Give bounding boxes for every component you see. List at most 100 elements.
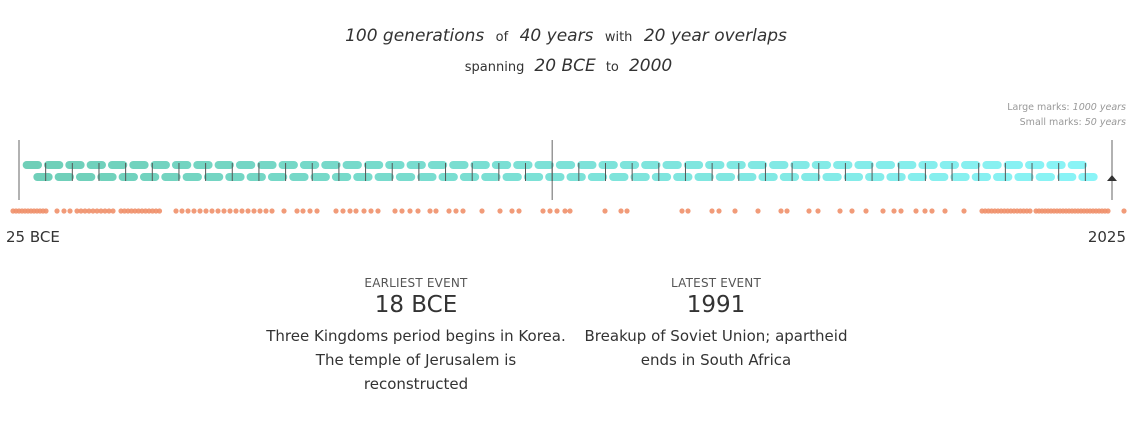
spanning-word: spanning bbox=[464, 60, 525, 75]
event-dot bbox=[263, 208, 269, 214]
generation-bar bbox=[310, 173, 330, 181]
event-dot bbox=[94, 208, 100, 214]
generation-bar bbox=[182, 173, 202, 181]
generation-bar bbox=[363, 161, 384, 169]
event-dot bbox=[78, 208, 84, 214]
event-dot bbox=[942, 208, 948, 214]
generation-length: 40 years bbox=[519, 26, 594, 46]
event-dot bbox=[353, 208, 359, 214]
event-dot bbox=[251, 208, 257, 214]
event-dot bbox=[300, 208, 306, 214]
generation-bar bbox=[502, 173, 522, 181]
event-dot bbox=[460, 208, 466, 214]
earliest-event-caption: EARLIEST EVENT bbox=[364, 276, 468, 290]
generation-bar bbox=[235, 161, 256, 169]
event-dot bbox=[102, 208, 108, 214]
event-dot bbox=[257, 208, 263, 214]
event-dot bbox=[269, 208, 275, 214]
earliest-event-year: 18 BCE bbox=[374, 292, 458, 318]
event-dot bbox=[863, 208, 869, 214]
generation-bar bbox=[97, 173, 117, 181]
event-dot bbox=[567, 208, 573, 214]
large-marks-value: 1000 years bbox=[1072, 102, 1126, 113]
with-word: with bbox=[604, 30, 633, 45]
generation-bar bbox=[374, 173, 394, 181]
timeline-end-label: 2025 bbox=[1087, 228, 1126, 246]
event-dot bbox=[98, 208, 104, 214]
event-dot bbox=[1027, 208, 1033, 214]
event-dot bbox=[497, 208, 503, 214]
event-dot bbox=[929, 208, 935, 214]
generation-bar bbox=[598, 161, 618, 169]
event-dot bbox=[679, 208, 685, 214]
generation-bar bbox=[481, 173, 501, 181]
earliest-event-description: Three Kingdoms period begins in Korea. T… bbox=[266, 327, 566, 393]
event-dot bbox=[453, 208, 459, 214]
generation-bar bbox=[1035, 173, 1056, 181]
event-dot bbox=[197, 208, 203, 214]
generation-bar bbox=[971, 173, 992, 181]
generation-bar bbox=[833, 161, 853, 169]
event-dot bbox=[602, 208, 608, 214]
generation-bar bbox=[353, 173, 373, 181]
event-dot bbox=[891, 208, 897, 214]
event-dot bbox=[1121, 208, 1127, 214]
latest-event-description: Breakup of Soviet Union; apartheid ends … bbox=[584, 327, 848, 369]
event-dot bbox=[837, 208, 843, 214]
event-dot bbox=[399, 208, 405, 214]
event-dot bbox=[239, 208, 245, 214]
generation-bar bbox=[939, 161, 960, 169]
latest-event: LATEST EVENT 1991 Breakup of Soviet Unio… bbox=[566, 276, 866, 372]
generation-bar bbox=[225, 173, 245, 181]
event-dot bbox=[618, 208, 624, 214]
generation-bar bbox=[865, 173, 885, 181]
event-dot bbox=[347, 208, 353, 214]
event-dot bbox=[110, 208, 116, 214]
generation-bar bbox=[406, 161, 426, 169]
event-dot bbox=[427, 208, 433, 214]
timeline[interactable] bbox=[0, 0, 1132, 230]
generation-bar bbox=[769, 161, 789, 169]
generation-bar bbox=[854, 161, 874, 169]
generation-bar bbox=[982, 161, 1002, 169]
generation-bar bbox=[33, 173, 53, 181]
event-dot bbox=[54, 208, 60, 214]
generation-bar bbox=[950, 173, 970, 181]
generation-bar bbox=[43, 161, 64, 169]
generation-bar bbox=[107, 161, 128, 169]
generation-bar bbox=[214, 161, 234, 169]
generation-bar bbox=[171, 161, 192, 169]
event-dot bbox=[784, 208, 790, 214]
event-dot bbox=[961, 208, 967, 214]
generation-bar bbox=[395, 173, 416, 181]
generation-bar bbox=[822, 173, 842, 181]
event-dot bbox=[233, 208, 239, 214]
generation-bar bbox=[491, 161, 512, 169]
generation-bar bbox=[641, 161, 661, 169]
generation-bar bbox=[1067, 161, 1088, 169]
event-dot bbox=[209, 208, 215, 214]
event-dot bbox=[709, 208, 715, 214]
generation-bar bbox=[1025, 161, 1045, 169]
generation-bar bbox=[662, 161, 682, 169]
event-dot bbox=[333, 208, 339, 214]
overlap-length: 20 year overlaps bbox=[643, 26, 787, 46]
small-marks-value: 50 years bbox=[1084, 117, 1126, 128]
event-dot bbox=[624, 208, 630, 214]
generation-bar bbox=[587, 173, 608, 181]
small-marks-label: Small marks: bbox=[1019, 117, 1082, 128]
event-dot bbox=[407, 208, 413, 214]
marks-legend: Large marks: 1000 years Small marks: 50 … bbox=[1007, 100, 1126, 130]
event-dot bbox=[74, 208, 80, 214]
of-word: of bbox=[495, 30, 509, 45]
event-dot bbox=[227, 208, 233, 214]
event-dot bbox=[307, 208, 313, 214]
event-dot bbox=[221, 208, 227, 214]
event-dot bbox=[849, 208, 855, 214]
generation-bar bbox=[193, 161, 213, 169]
generation-bar bbox=[385, 161, 405, 169]
generation-bar bbox=[801, 173, 821, 181]
event-dot bbox=[806, 208, 812, 214]
event-dot bbox=[433, 208, 439, 214]
generation-bar bbox=[54, 173, 74, 181]
